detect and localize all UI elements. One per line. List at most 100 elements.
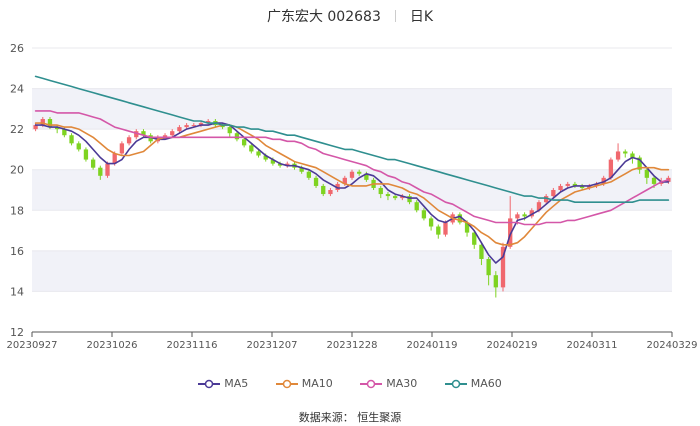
candle-body xyxy=(33,125,38,130)
ma60-swatch xyxy=(444,379,467,388)
ma5-swatch xyxy=(198,379,221,388)
candle-body xyxy=(644,169,649,178)
candle-body xyxy=(608,159,614,178)
chart-header: 广东宏大 002683 日K xyxy=(0,6,700,26)
period-label: 日K xyxy=(409,9,434,25)
candle-body xyxy=(457,214,463,223)
candle-body xyxy=(357,171,362,174)
x-tick-label: 20230927 xyxy=(7,340,58,351)
y-tick-label: 16 xyxy=(10,245,24,258)
candle-body xyxy=(349,171,355,178)
candle-body xyxy=(105,163,110,176)
candle-body xyxy=(651,177,657,184)
candle-body xyxy=(256,151,261,156)
candle-body xyxy=(47,119,53,128)
candle-body xyxy=(62,129,67,136)
y-tick-label: 24 xyxy=(10,83,24,96)
candle-body xyxy=(630,153,635,158)
candle-body xyxy=(464,222,470,233)
x-tick-label: 20231026 xyxy=(87,340,138,351)
candle-body xyxy=(486,258,491,276)
y-tick-label: 20 xyxy=(10,164,24,177)
candle-body xyxy=(148,135,153,142)
legend-item-ma30[interactable]: MA30 xyxy=(360,377,417,390)
legend: MA5 MA10 MA30 MA60 xyxy=(0,377,700,392)
legend-label-ma10: MA10 xyxy=(301,377,333,390)
x-tick-label: 20240311 xyxy=(567,340,618,351)
y-tick-label: 26 xyxy=(10,42,24,55)
candle-body xyxy=(515,214,520,219)
y-tick-label: 12 xyxy=(10,326,24,339)
candle-body xyxy=(400,196,405,199)
candle-body xyxy=(191,125,196,127)
x-tick-label: 20231228 xyxy=(327,340,378,351)
source-note: 数据来源： 恒生聚源 xyxy=(298,411,402,424)
legend-item-ma60[interactable]: MA60 xyxy=(444,377,502,390)
candle-body xyxy=(472,232,477,245)
candle-body xyxy=(407,196,412,203)
candle-body xyxy=(177,127,182,132)
candle-body xyxy=(90,159,96,168)
candle-body xyxy=(98,167,103,176)
stock-title: 广东宏大 002683 xyxy=(266,9,381,25)
candle-body xyxy=(40,119,45,126)
candle-body xyxy=(206,121,211,124)
candle-body xyxy=(328,190,333,195)
candle-body xyxy=(443,222,448,235)
candle-body xyxy=(587,185,592,188)
ma30-line xyxy=(34,110,670,226)
candle-body xyxy=(572,183,578,186)
candle-body xyxy=(55,127,60,130)
candle-body xyxy=(659,181,664,184)
candle-body xyxy=(126,137,132,144)
candle-body xyxy=(436,226,441,235)
candle-body xyxy=(342,177,347,184)
candle-body xyxy=(392,196,398,199)
candle-body xyxy=(299,167,304,172)
candle-body xyxy=(378,187,383,195)
candle-body xyxy=(637,157,642,170)
candle-body xyxy=(184,125,189,128)
candle-body xyxy=(421,210,427,219)
grid-band xyxy=(32,250,672,292)
candle-body xyxy=(141,131,146,136)
candle-body xyxy=(493,275,498,288)
candle-body xyxy=(119,143,125,154)
candle-body xyxy=(335,183,340,190)
candle-body xyxy=(479,244,484,259)
candle-body xyxy=(234,133,240,140)
legend-label-ma30: MA30 xyxy=(386,377,418,390)
candle-body xyxy=(414,202,419,211)
x-tick-label: 20231207 xyxy=(247,340,298,351)
candle-body xyxy=(321,185,326,195)
legend-label-ma60: MA60 xyxy=(470,377,502,390)
candle-body xyxy=(306,171,312,178)
candle-body xyxy=(263,155,268,160)
candle-body xyxy=(76,143,81,150)
candle-body xyxy=(112,153,117,164)
candle-body xyxy=(508,218,513,247)
candle-body xyxy=(385,194,391,197)
candle-body xyxy=(162,135,168,138)
candle-body xyxy=(623,151,628,154)
candle-body xyxy=(551,190,556,197)
candle-body xyxy=(83,149,89,160)
candle-body xyxy=(134,131,139,138)
grid-band xyxy=(32,88,672,130)
candle-body xyxy=(249,145,254,152)
candle-body xyxy=(270,159,276,164)
legend-item-ma5[interactable]: MA5 xyxy=(198,377,248,390)
y-tick-label: 18 xyxy=(10,204,24,217)
candle-body xyxy=(227,127,232,134)
candle-body xyxy=(536,202,542,211)
candle-body xyxy=(313,177,319,186)
background-bands xyxy=(32,88,672,292)
candle-body xyxy=(241,139,247,146)
candle-body xyxy=(522,214,527,217)
candle-body xyxy=(500,246,506,288)
moving-average-lines xyxy=(34,75,670,264)
candle-body xyxy=(220,125,225,128)
legend-item-ma10[interactable]: MA10 xyxy=(275,377,333,390)
legend-label-ma5: MA5 xyxy=(224,377,249,390)
x-tick-label: 20231116 xyxy=(167,340,218,351)
